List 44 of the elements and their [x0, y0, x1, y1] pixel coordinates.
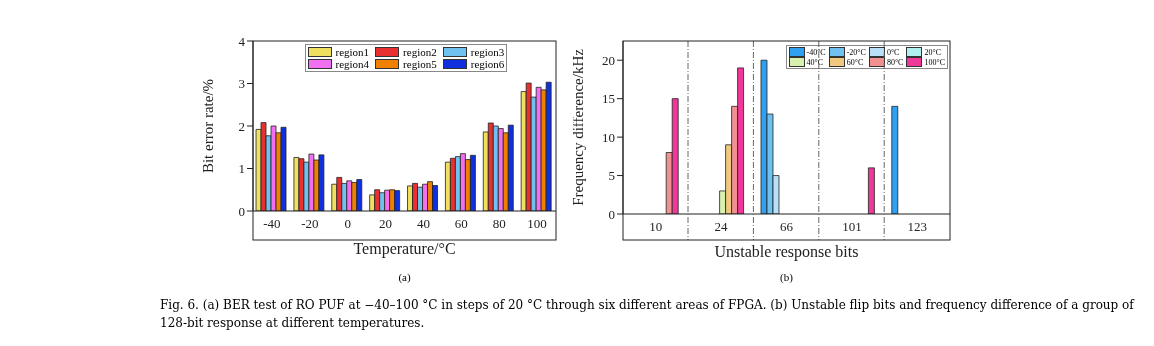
x-tick-label: 60	[454, 216, 468, 232]
text: (b)	[779, 271, 794, 283]
legend-label: -40°C	[806, 47, 826, 57]
legend-label: region2	[403, 46, 437, 58]
legend-label: region4	[335, 58, 370, 70]
x-tick-label: 123	[907, 219, 928, 235]
text: (a)	[397, 271, 412, 283]
x-tick-label: 10	[649, 219, 663, 235]
x-tick-label: 0	[344, 216, 351, 232]
y-axis-title: Frequency difference/kHz	[570, 48, 587, 206]
caption: Fig. 6. (a) BER test of RO PUF at −40–100 °C in steps of 20 °C through six different areas of FPGA. (b) Unstable flip bits and frequency difference of a group of 128-bit response at different temperatures.	[160, 297, 1135, 332]
legend-label: -20°C	[846, 47, 866, 57]
y-axis-title: Bit error rate/%	[200, 78, 217, 174]
legend-label: 20°C	[924, 47, 941, 57]
legend-label: region5	[403, 58, 437, 70]
legend-label: 0°C	[886, 47, 900, 57]
x-axis-title: Unstable response bits	[714, 243, 859, 261]
x-tick-label: 101	[842, 219, 862, 235]
x-axis-title: Temperature/°C	[353, 240, 456, 258]
y-tick-label: 20	[602, 52, 615, 68]
y-tick-label: 10	[602, 129, 615, 145]
x-tick-label: 100	[527, 216, 547, 232]
x-tick-label: 24	[714, 219, 729, 235]
x-tick-label: -40	[263, 216, 281, 232]
x-tick-label: 66	[780, 219, 794, 235]
y-tick-label: 0	[608, 206, 615, 222]
legend-label: 100°C	[924, 57, 945, 67]
y-tick-label: 0	[238, 203, 245, 219]
y-tick-label: 3	[238, 76, 245, 92]
legend-label: region3	[470, 46, 505, 58]
legend-label: region6	[470, 58, 505, 70]
y-tick-label: 2	[238, 118, 245, 134]
x-tick-label: 40	[416, 216, 430, 232]
y-tick-label: 5	[608, 168, 615, 184]
legend-label: region1	[335, 46, 370, 58]
x-tick-label: 20	[379, 216, 393, 232]
y-tick-label: 15	[602, 91, 615, 107]
y-tick-label: 1	[238, 161, 245, 177]
x-tick-label: 80	[492, 216, 506, 232]
legend-label: 60°C	[846, 57, 864, 67]
legend-label: 80°C	[886, 57, 904, 67]
y-tick-label: 4	[238, 33, 246, 49]
x-tick-label: -20	[301, 216, 319, 232]
legend-label: 40°C	[806, 57, 824, 67]
